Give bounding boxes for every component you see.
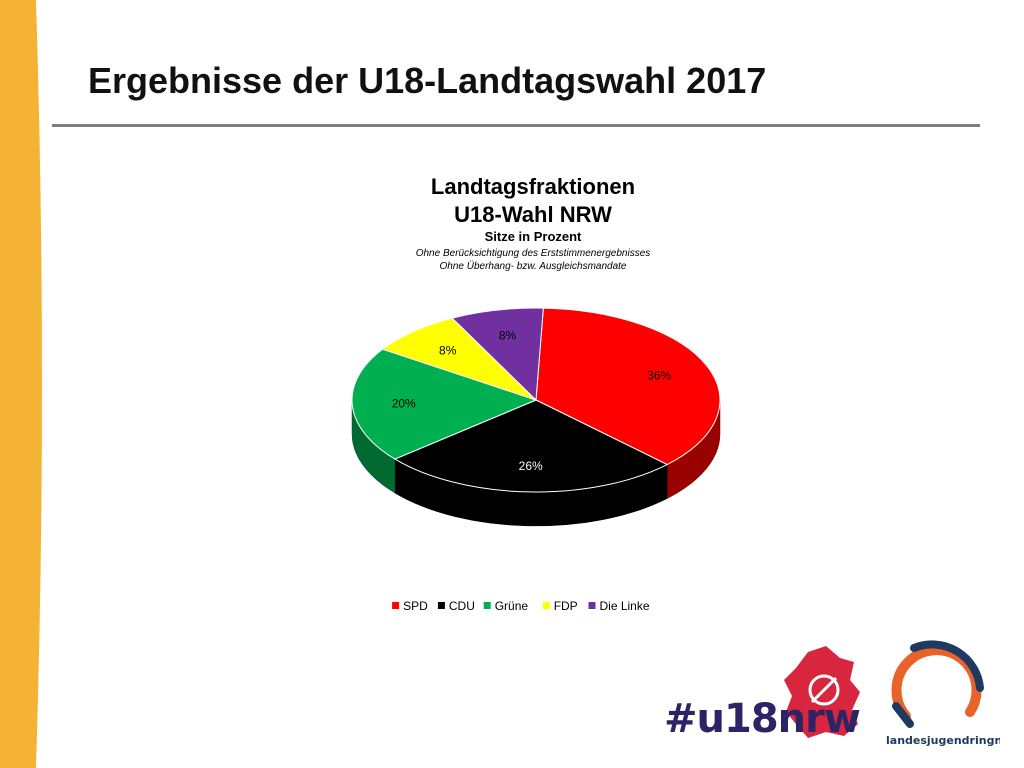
chart-subtitle-unit: Sitze in Prozent <box>485 229 582 244</box>
pie-data-labels: 36% 26% 20% 8% 8% <box>392 328 672 473</box>
pie-slice-gruene <box>351 348 538 460</box>
pie-slice-fdp <box>381 317 537 401</box>
chart-title: Landtagsfraktionen <box>431 174 635 199</box>
data-label-gruene: 20% <box>392 397 416 411</box>
legend-swatch-fdp <box>542 602 550 609</box>
legend-swatch-cdu <box>437 602 445 609</box>
legend-label-gruene: Grüne <box>495 599 529 613</box>
left-accent-bar <box>0 0 42 768</box>
data-label-fdp: 8% <box>439 344 457 358</box>
chart-note-1: Ohne Berücksichtigung des Erststimmenerg… <box>416 248 651 259</box>
chart-titles: Landtagsfraktionen U18-Wahl NRW Sitze in… <box>416 174 651 272</box>
data-label-die-linke: 8% <box>499 328 517 342</box>
legend-label-spd: SPD <box>403 599 428 613</box>
legend-label-die-linke: Die Linke <box>600 599 650 613</box>
data-label-cdu: 26% <box>519 459 543 473</box>
chart-subtitle: U18-Wahl NRW <box>454 202 612 227</box>
landesjugendring-logo-text: landesjugendringnrw <box>886 734 1000 747</box>
slide-title: Ergebnisse der U18-Landtagswahl 2017 <box>88 60 767 101</box>
u18-nrw-logo: #u18nrw <box>658 640 868 750</box>
pie-sides <box>351 399 721 527</box>
nrw-map-icon <box>784 646 860 738</box>
legend-swatch-spd <box>392 602 400 609</box>
legend-label-fdp: FDP <box>554 599 578 613</box>
landesjugendring-ring-icon: landesjugendringnrw <box>886 640 1000 747</box>
legend-swatch-gruene <box>483 602 491 609</box>
pie-slice-cdu <box>393 399 669 493</box>
title-divider <box>52 124 980 127</box>
legend-swatch-die-linke <box>588 602 596 609</box>
chart-legend: SPD CDU Grüne FDP Die Linke <box>392 599 650 613</box>
chart-note-2: Ohne Überhang- bzw. Ausgleichsmandate <box>440 260 627 272</box>
pie-slices <box>351 307 721 493</box>
data-label-spd: 36% <box>647 369 671 383</box>
pie-slice-die-linke <box>451 307 544 402</box>
pie-slice-spd <box>535 307 721 466</box>
pie-chart: Landtagsfraktionen U18-Wahl NRW Sitze in… <box>351 174 721 613</box>
u18-hashtag-logo-text: #u18nrw <box>664 696 861 742</box>
landesjugendring-logo: landesjugendringnrw <box>876 628 1000 752</box>
legend-label-cdu: CDU <box>449 599 475 613</box>
